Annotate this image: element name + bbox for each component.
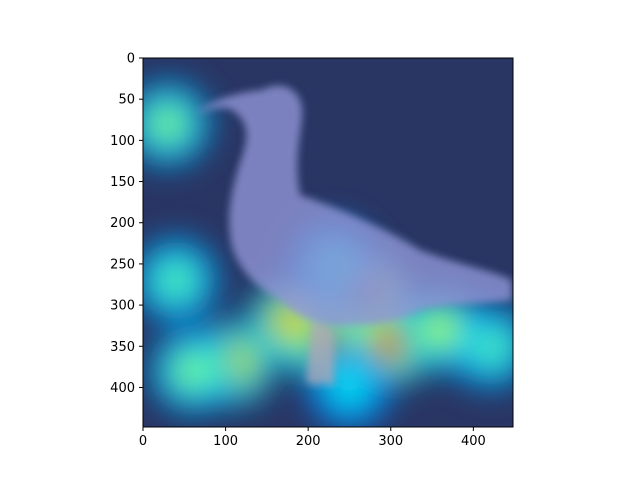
heat-hotspot — [280, 310, 304, 334]
y-tick-label: 200 — [110, 216, 135, 231]
y-tick-label: 150 — [110, 175, 135, 190]
y-tick-label: 300 — [110, 299, 135, 314]
axes-frame — [142, 57, 514, 428]
x-axis: 0 100 200 300 400 — [139, 427, 486, 449]
y-tick-label: 0 — [127, 52, 135, 67]
x-tick-label: 0 — [139, 434, 147, 449]
y-tick-label: 400 — [110, 381, 135, 396]
heat-hotspot — [156, 112, 180, 136]
y-tick-label: 50 — [118, 93, 135, 108]
gull-legs — [306, 322, 334, 386]
y-tick-label: 100 — [110, 134, 135, 149]
gull-body — [196, 85, 512, 326]
heat-hotspot — [181, 359, 205, 383]
x-tick-label: 300 — [378, 434, 403, 449]
y-tick-label: 350 — [110, 340, 135, 355]
x-tick-label: 200 — [296, 434, 321, 449]
x-tick-label: 400 — [461, 434, 486, 449]
y-tick-label: 250 — [110, 257, 135, 272]
heatmap-image — [143, 58, 513, 427]
heat-hotspot — [428, 318, 452, 342]
gull-bird — [196, 85, 512, 386]
heat-hotspot — [337, 375, 361, 399]
y-axis: 0 50 100 150 200 250 300 350 400 — [110, 52, 143, 396]
heat-hotspot — [164, 268, 188, 292]
x-tick-label: 100 — [213, 434, 238, 449]
